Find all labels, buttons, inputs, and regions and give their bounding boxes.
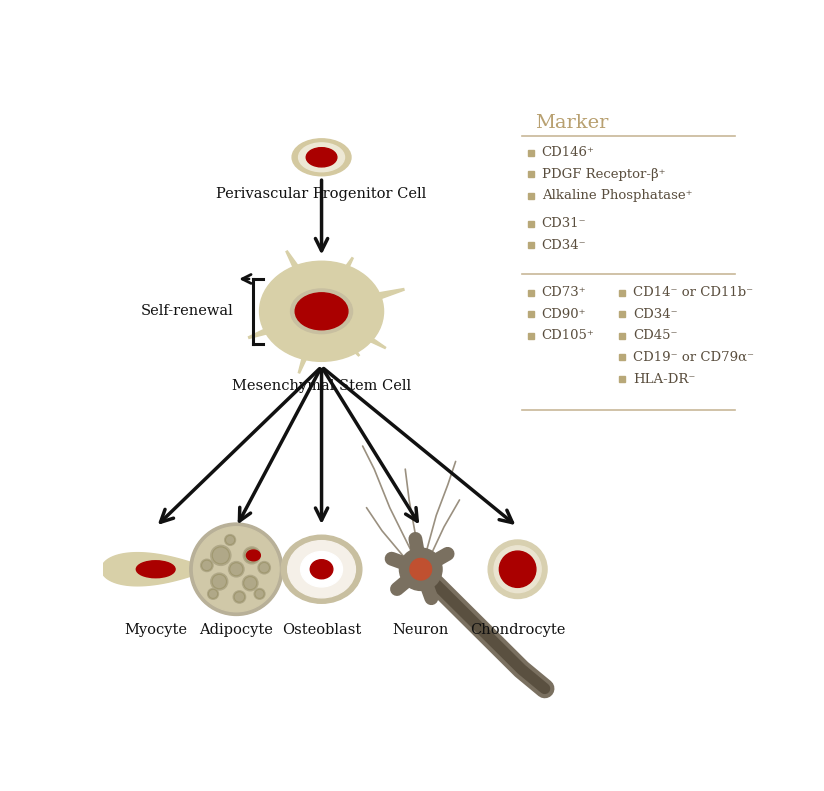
Polygon shape: [298, 309, 328, 373]
Polygon shape: [316, 308, 359, 356]
Ellipse shape: [190, 523, 283, 615]
Ellipse shape: [301, 551, 343, 587]
Ellipse shape: [211, 545, 231, 566]
Text: CD19⁻ or CD79α⁻: CD19⁻ or CD79α⁻: [633, 351, 754, 364]
Text: CD105⁺: CD105⁺: [541, 329, 594, 343]
Ellipse shape: [307, 148, 337, 167]
Ellipse shape: [233, 591, 246, 603]
Ellipse shape: [291, 289, 353, 334]
Ellipse shape: [499, 551, 536, 588]
Text: CD146⁺: CD146⁺: [541, 146, 595, 159]
Text: CD73⁺: CD73⁺: [541, 286, 586, 299]
Text: HLA-DR⁻: HLA-DR⁻: [633, 373, 695, 385]
Polygon shape: [101, 553, 210, 586]
Ellipse shape: [488, 540, 547, 599]
Ellipse shape: [225, 535, 236, 545]
Ellipse shape: [242, 575, 258, 591]
Polygon shape: [286, 251, 328, 315]
Ellipse shape: [258, 562, 270, 573]
Ellipse shape: [494, 546, 541, 592]
Text: Chondrocyte: Chondrocyte: [470, 623, 565, 637]
Ellipse shape: [311, 560, 333, 579]
Text: CD45⁻: CD45⁻: [633, 329, 677, 343]
Text: Adipocyte: Adipocyte: [199, 623, 274, 637]
Text: Alkaline Phosphatase⁺: Alkaline Phosphatase⁺: [541, 189, 692, 202]
Ellipse shape: [201, 559, 213, 572]
Text: CD90⁺: CD90⁺: [541, 308, 586, 321]
Ellipse shape: [410, 558, 432, 580]
Ellipse shape: [288, 541, 355, 598]
Text: Perivascular Progenitor Cell: Perivascular Progenitor Cell: [217, 187, 427, 201]
Text: Mesenchymal Stem Cell: Mesenchymal Stem Cell: [232, 379, 411, 393]
Text: CD14⁻ or CD11b⁻: CD14⁻ or CD11b⁻: [633, 286, 753, 299]
Ellipse shape: [228, 562, 244, 577]
Text: CD31⁻: CD31⁻: [541, 217, 586, 230]
Polygon shape: [318, 305, 386, 349]
Text: CD34⁻: CD34⁻: [541, 239, 586, 252]
Ellipse shape: [400, 548, 442, 590]
Text: Myocyte: Myocyte: [124, 623, 187, 637]
Polygon shape: [248, 303, 325, 339]
Ellipse shape: [298, 143, 344, 172]
Text: Osteoblast: Osteoblast: [282, 623, 361, 637]
Ellipse shape: [260, 261, 383, 361]
Ellipse shape: [295, 293, 348, 330]
Ellipse shape: [211, 573, 227, 590]
Ellipse shape: [292, 138, 351, 176]
Ellipse shape: [243, 547, 260, 564]
Text: CD34⁻: CD34⁻: [633, 308, 677, 321]
Ellipse shape: [194, 527, 279, 611]
Polygon shape: [316, 258, 353, 315]
Ellipse shape: [136, 561, 175, 577]
Text: Neuron: Neuron: [392, 623, 449, 637]
Ellipse shape: [208, 589, 218, 600]
Polygon shape: [320, 289, 404, 320]
Ellipse shape: [281, 536, 362, 604]
Ellipse shape: [246, 550, 260, 561]
Ellipse shape: [254, 589, 265, 600]
Text: Self-renewal: Self-renewal: [140, 305, 233, 318]
Text: PDGF Receptor-β⁺: PDGF Receptor-β⁺: [541, 168, 665, 180]
Text: Marker: Marker: [536, 114, 609, 132]
